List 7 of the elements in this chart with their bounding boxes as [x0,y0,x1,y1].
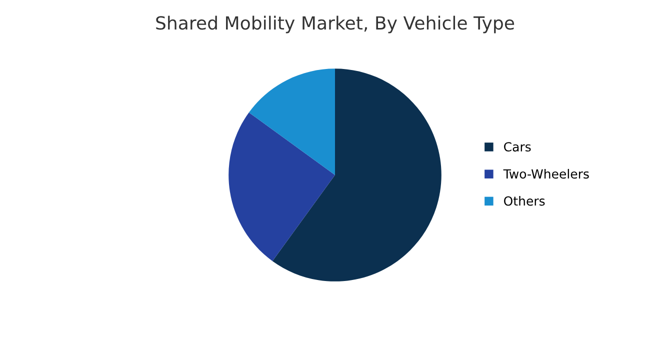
legend-label: Two-Wheelers [503,168,589,179]
pie-slice [272,68,442,282]
pie-slice [228,112,335,262]
legend-label: Cars [504,142,531,152]
chart-title: Shared Mobility Market, By Vehicle Type [156,16,514,34]
legend-label: Others [504,196,545,206]
pie-slice [248,68,335,175]
